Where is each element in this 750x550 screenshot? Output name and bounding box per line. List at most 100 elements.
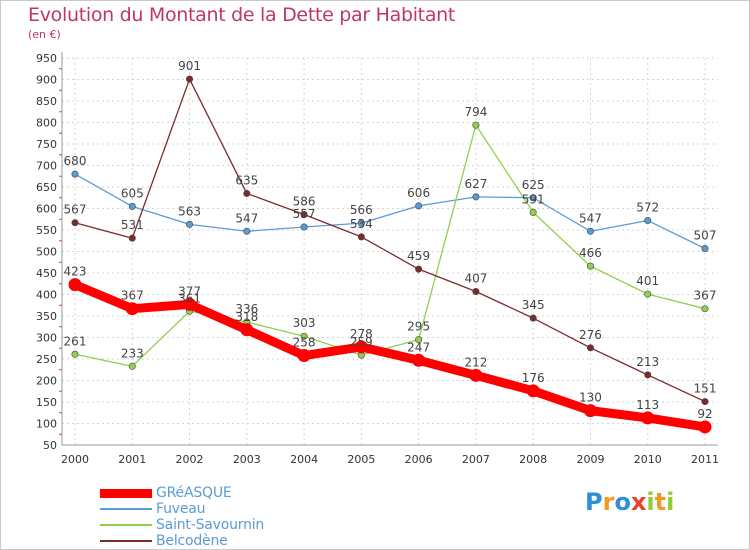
data-label: 278 (350, 327, 373, 341)
data-label: 259 (350, 335, 373, 349)
logo-letter: x (630, 488, 647, 516)
data-label: 151 (694, 382, 717, 396)
data-point (701, 305, 709, 313)
data-label: 361 (178, 291, 201, 305)
y-tick-label: 800 (36, 117, 57, 130)
data-label: 367 (694, 289, 717, 303)
data-point (357, 233, 365, 241)
data-label: 345 (522, 298, 545, 312)
data-label: 261 (64, 334, 87, 348)
data-point (243, 189, 251, 197)
data-label: 567 (64, 203, 87, 217)
data-point (644, 371, 652, 379)
legend-swatch (100, 508, 152, 510)
series-line-2 (74, 124, 706, 367)
data-point (125, 302, 139, 316)
data-point (128, 234, 136, 242)
legend-swatch (100, 524, 152, 526)
data-point (300, 332, 308, 340)
data-label: 92 (697, 407, 712, 421)
data-label: 113 (636, 398, 659, 412)
data-point (415, 336, 423, 344)
data-point (71, 219, 79, 227)
y-tick-label: 950 (36, 52, 57, 65)
data-label: 407 (464, 271, 487, 285)
data-point (183, 297, 197, 311)
y-tick-label: 150 (36, 396, 57, 409)
data-point (354, 340, 368, 354)
data-label: 547 (579, 211, 602, 225)
y-tick-label: 600 (36, 203, 57, 216)
data-label: 318 (235, 310, 258, 324)
data-point (186, 75, 194, 83)
data-label: 794 (464, 105, 487, 119)
data-point (529, 208, 537, 216)
data-point (583, 404, 597, 418)
x-tick-label: 2005 (347, 453, 375, 466)
data-label: 213 (636, 355, 659, 369)
data-label: 635 (235, 173, 258, 187)
data-label: 572 (636, 201, 659, 215)
x-tick-label: 2008 (519, 453, 547, 466)
grid-lines (62, 57, 718, 446)
y-tick-label: 900 (36, 74, 57, 87)
x-tick-label: 2002 (176, 453, 204, 466)
data-label: 336 (235, 302, 258, 316)
legend-swatch (100, 540, 152, 542)
y-tick-label: 400 (36, 289, 57, 302)
series-line-3 (74, 78, 706, 403)
x-tick-label: 2006 (405, 453, 433, 466)
chart-title: Evolution du Montant de la Dette par Hab… (28, 4, 456, 26)
x-tick-label: 2009 (576, 453, 604, 466)
data-point (644, 290, 652, 298)
data-point (526, 384, 540, 398)
x-tick-label: 2001 (118, 453, 146, 466)
logo-letter: P (585, 488, 603, 516)
data-label: 377 (178, 284, 201, 298)
data-label: 466 (579, 246, 602, 260)
data-point (415, 265, 423, 273)
legend-label: Saint-Savournin (156, 517, 265, 533)
chart-subtitle: (en €) (28, 28, 61, 41)
data-point (68, 278, 82, 292)
y-tick-label: 700 (36, 160, 57, 173)
data-point (128, 362, 136, 370)
x-tick-label: 2010 (634, 453, 662, 466)
data-label: 625 (522, 178, 545, 192)
data-label: 547 (235, 211, 258, 225)
data-label: 233 (121, 346, 144, 360)
data-label: 507 (694, 228, 717, 242)
x-tick-label: 2004 (290, 453, 318, 466)
proxiti-logo: Proxiti (585, 488, 674, 516)
data-point (586, 262, 594, 270)
data-label: 566 (350, 203, 373, 217)
data-point (586, 344, 594, 352)
y-tick-label: 650 (36, 181, 57, 194)
data-label: 586 (293, 195, 316, 209)
data-point (698, 420, 712, 434)
x-tick-label: 2003 (233, 453, 261, 466)
legend-label: Belcodène (156, 533, 228, 549)
data-label: 212 (464, 355, 487, 369)
y-tick-label: 450 (36, 267, 57, 280)
data-point (412, 353, 426, 367)
data-label: 423 (64, 265, 87, 279)
logo-letter: i (666, 488, 675, 516)
data-point (469, 368, 483, 382)
data-point (472, 121, 480, 129)
data-point (472, 193, 480, 201)
logo-letter: r (602, 488, 615, 516)
data-point (586, 227, 594, 235)
data-label: 303 (293, 316, 316, 330)
x-tick-label: 2000 (61, 453, 89, 466)
data-label: 130 (579, 391, 602, 405)
logo-letter: t (654, 488, 667, 516)
data-label: 247 (407, 340, 430, 354)
series-line-0 (70, 280, 710, 432)
logo-letter: i (646, 488, 655, 516)
data-point (128, 202, 136, 210)
axes: 50 100 150 200 250 300 350 400 450 500 550 600 650 70… (36, 52, 719, 466)
data-label: 367 (121, 289, 144, 303)
